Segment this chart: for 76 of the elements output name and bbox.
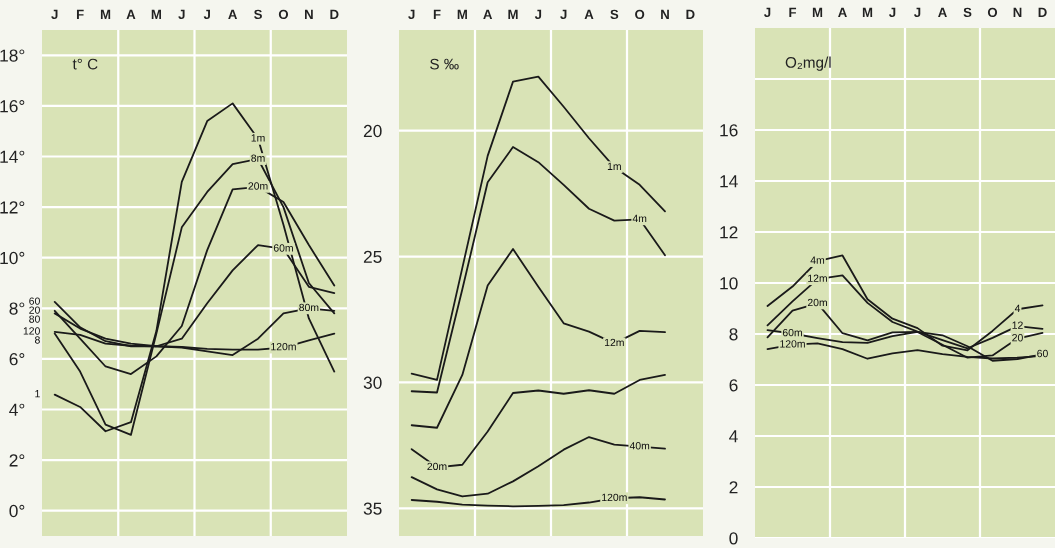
y-tick-label: 6 — [729, 379, 738, 392]
x-tick-label: M — [862, 7, 873, 17]
y-tick-label: 14° — [0, 150, 25, 163]
y-tick-label: 35 — [363, 502, 382, 515]
x-tick-label: J — [178, 9, 185, 20]
x-tick-label: D — [1038, 7, 1047, 17]
annotation: 8 — [34, 336, 40, 344]
x-tick-label: S — [963, 7, 972, 18]
y-tick-label: 10 — [720, 277, 738, 290]
x-tick-label: A — [838, 7, 847, 17]
y-axis-title: O₂mg/l — [785, 56, 831, 71]
x-tick-label: D — [686, 9, 695, 19]
y-tick-label: 12° — [0, 201, 25, 214]
x-tick-label: M — [100, 9, 111, 19]
x-tick-label: F — [76, 9, 84, 19]
y-tick-label: 14 — [720, 175, 738, 188]
y-tick-label: 25 — [363, 250, 382, 264]
y-tick-label: 4 — [729, 430, 738, 443]
y-tick-label: 6° — [9, 353, 25, 366]
x-tick-label: D — [330, 9, 339, 19]
y-tick-label: 18° — [0, 49, 25, 62]
y-tick-label: 0° — [9, 504, 25, 518]
annotation: 60 — [1037, 349, 1048, 358]
x-tick-label: O — [278, 9, 289, 20]
annotation: 120 — [23, 327, 40, 335]
x-tick-label: J — [51, 9, 58, 20]
x-tick-label: S — [610, 9, 619, 20]
x-tick-label: J — [889, 7, 896, 18]
line-series — [410, 248, 666, 429]
annotation: 1m — [251, 134, 265, 142]
x-tick-label: O — [987, 7, 998, 18]
annotation: 20 — [29, 306, 40, 314]
x-tick-label: J — [914, 7, 921, 18]
line-series — [53, 102, 336, 433]
y-tick-label: 8° — [9, 302, 25, 315]
x-tick-label: N — [1013, 7, 1022, 17]
annotation: 20 — [1012, 334, 1023, 342]
annotation: 4m — [632, 214, 647, 222]
x-tick-label: O — [635, 9, 645, 20]
x-tick-label: M — [812, 7, 823, 17]
x-tick-label: M — [151, 9, 161, 19]
x-tick-label: J — [764, 7, 771, 18]
y-tick-label: 2° — [9, 454, 25, 467]
x-tick-label: J — [203, 9, 210, 20]
annotation: 12 — [1012, 321, 1023, 329]
y-tick-label: 20 — [363, 124, 382, 138]
y-tick-label: 10° — [0, 251, 25, 265]
y-tick-label: 8 — [729, 328, 738, 341]
x-tick-label: A — [126, 9, 136, 19]
annotation: 80 — [29, 315, 40, 323]
x-tick-label: A — [938, 7, 947, 17]
x-tick-label: A — [483, 9, 493, 19]
x-tick-label: S — [254, 9, 262, 20]
annotation: 60 — [29, 297, 40, 305]
x-tick-label: M — [508, 9, 518, 19]
x-tick-label: M — [457, 9, 467, 19]
x-tick-label: J — [534, 9, 542, 20]
annotation: 1m — [607, 162, 621, 170]
x-tick-label: J — [408, 9, 415, 20]
y-tick-label: 16° — [0, 100, 25, 113]
x-tick-label: F — [789, 7, 797, 17]
annotation: 1 — [35, 390, 40, 398]
y-tick-label: 2 — [729, 481, 738, 494]
y-tick-label: 30 — [363, 376, 382, 389]
y-axis-title: t° C — [72, 58, 98, 70]
y-tick-label: 0 — [729, 532, 738, 545]
y-tick-label: 12 — [720, 226, 738, 239]
x-tick-label: A — [584, 9, 594, 19]
x-tick-label: A — [228, 9, 238, 19]
y-tick-label: 4° — [9, 403, 25, 416]
y-axis-title: S ‰ — [430, 58, 459, 70]
x-tick-label: N — [304, 9, 313, 19]
y-tick-label: 16 — [720, 124, 738, 137]
x-tick-label: F — [433, 9, 441, 19]
x-tick-label: N — [661, 9, 669, 19]
x-tick-label: J — [560, 9, 567, 20]
